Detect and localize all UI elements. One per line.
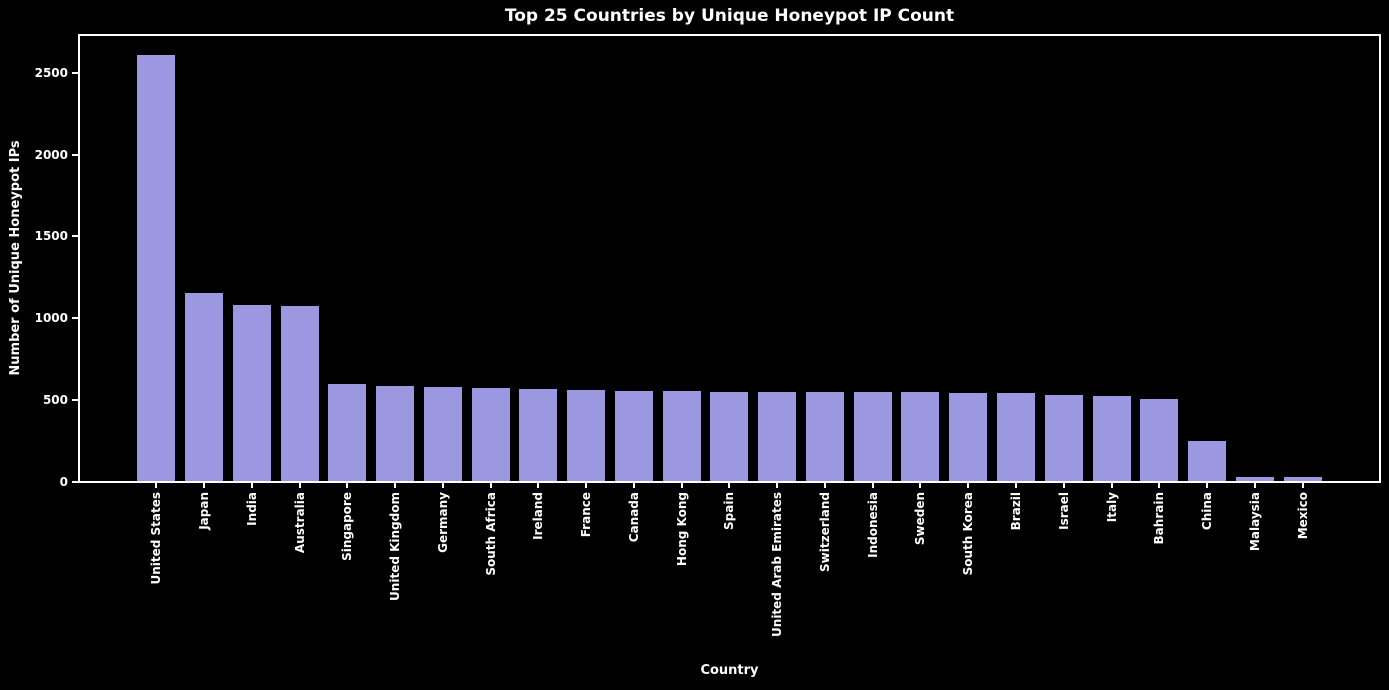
- bar-united-states: [137, 55, 176, 481]
- bar-malaysia: [1235, 476, 1274, 481]
- x-tick-label: Indonesia: [865, 492, 880, 558]
- x-tick-mark: [1206, 483, 1209, 488]
- x-tick-label: South Korea: [961, 492, 976, 576]
- x-tick-mark: [680, 483, 683, 488]
- x-tick-mark: [585, 483, 588, 488]
- y-tick-mark: [72, 399, 78, 402]
- x-tick-mark: [1014, 483, 1017, 488]
- y-tick-mark: [72, 235, 78, 238]
- x-tick-label: Israel: [1056, 492, 1071, 530]
- x-tick-label: United States: [149, 492, 164, 585]
- x-tick-label: United Kingdom: [388, 492, 403, 601]
- bar-united-kingdom: [376, 386, 415, 481]
- y-tick-mark: [72, 481, 78, 483]
- x-tick-label: Bahrain: [1152, 492, 1167, 545]
- y-tick-label: 0: [59, 475, 68, 489]
- x-tick-mark: [919, 483, 922, 488]
- x-tick-label: China: [1200, 492, 1215, 531]
- x-tick-mark: [203, 483, 206, 488]
- x-tick-label: Australia: [292, 492, 307, 554]
- x-tick-label: Switzerland: [817, 492, 832, 572]
- bar-australia: [280, 305, 319, 481]
- x-tick-mark: [1158, 483, 1161, 488]
- y-tick-label: 500: [42, 393, 68, 408]
- x-tick-label: Italy: [1104, 492, 1119, 523]
- bar-india: [232, 304, 271, 481]
- x-tick-label: India: [244, 492, 259, 526]
- x-tick-label: Germany: [435, 492, 450, 553]
- bar-brazil: [996, 392, 1035, 481]
- x-tick-mark: [1062, 483, 1065, 488]
- x-tick-mark: [298, 483, 301, 488]
- y-tick-label: 2000: [34, 147, 68, 162]
- bar-canada: [614, 390, 653, 481]
- x-tick-mark: [441, 483, 444, 488]
- bar-hong-kong: [662, 391, 701, 481]
- bar-spain: [710, 391, 749, 481]
- x-tick-mark: [489, 483, 492, 488]
- bar-switzerland: [805, 392, 844, 481]
- y-tick-label: 1000: [34, 311, 68, 326]
- x-tick-mark: [1301, 483, 1304, 488]
- x-tick-label: Singapore: [340, 492, 355, 561]
- x-tick-mark: [728, 483, 731, 488]
- x-tick-label: United Arab Emirates: [770, 492, 785, 637]
- x-tick-mark: [155, 483, 158, 488]
- y-tick-mark: [72, 153, 78, 156]
- bar-south-korea: [949, 392, 988, 481]
- bar-china: [1188, 440, 1227, 481]
- bar-singapore: [328, 383, 367, 481]
- x-tick-label: France: [579, 492, 594, 538]
- x-tick-label: Brazil: [1008, 492, 1023, 531]
- x-tick-label: Ireland: [531, 492, 546, 540]
- bar-germany: [423, 387, 462, 481]
- y-tick-mark: [72, 317, 78, 320]
- x-tick-label: Hong Kong: [674, 492, 689, 567]
- bar-japan: [185, 292, 224, 481]
- bar-bahrain: [1140, 398, 1179, 481]
- x-tick-mark: [394, 483, 397, 488]
- bar-mexico: [1283, 477, 1322, 481]
- x-tick-label: Mexico: [1295, 492, 1310, 540]
- bar-indonesia: [853, 392, 892, 481]
- x-tick-mark: [967, 483, 970, 488]
- bar-sweden: [901, 392, 940, 481]
- bar-united-arab-emirates: [758, 391, 797, 481]
- y-tick-label: 1500: [34, 229, 68, 244]
- bar-italy: [1092, 396, 1131, 481]
- x-tick-label: South Africa: [483, 492, 498, 576]
- y-tick-label: 2500: [34, 65, 68, 80]
- bar-ireland: [519, 388, 558, 481]
- bar-south-africa: [471, 388, 510, 481]
- x-tick-mark: [871, 483, 874, 488]
- x-tick-mark: [250, 483, 253, 488]
- x-tick-mark: [1110, 483, 1113, 488]
- x-tick-mark: [1253, 483, 1256, 488]
- x-tick-mark: [823, 483, 826, 488]
- x-tick-mark: [776, 483, 779, 488]
- chart-title: Top 25 Countries by Unique Honeypot IP C…: [504, 6, 955, 26]
- y-axis-label: Number of Unique Honeypot IPs: [8, 140, 23, 376]
- x-tick-label: Sweden: [913, 492, 928, 546]
- x-axis-label: Country: [700, 663, 759, 678]
- x-tick-label: Spain: [722, 492, 737, 530]
- x-tick-label: Japan: [197, 492, 212, 530]
- x-tick-mark: [632, 483, 635, 488]
- bar-france: [567, 389, 606, 481]
- x-tick-mark: [537, 483, 540, 488]
- x-tick-label: Malaysia: [1247, 492, 1262, 552]
- x-tick-label: Canada: [626, 492, 641, 543]
- x-tick-mark: [346, 483, 349, 488]
- y-tick-mark: [72, 71, 78, 74]
- bar-israel: [1044, 394, 1083, 481]
